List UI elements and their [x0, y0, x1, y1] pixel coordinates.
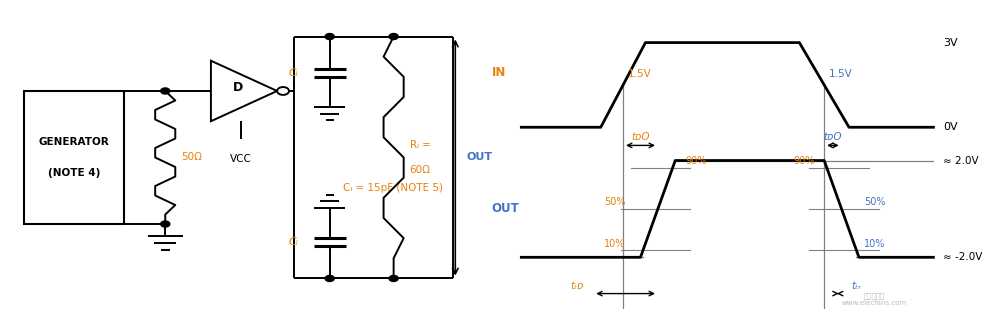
Text: 50%: 50%	[604, 198, 626, 207]
Circle shape	[325, 33, 335, 40]
Text: tᴅO: tᴅO	[823, 132, 842, 142]
Text: 10%: 10%	[604, 238, 626, 249]
Text: tₜᵣ: tₜᵣ	[851, 281, 861, 290]
Text: 60Ω: 60Ω	[410, 165, 431, 175]
Text: 50Ω: 50Ω	[182, 152, 203, 163]
Text: D: D	[233, 82, 243, 94]
Text: tᴅO: tᴅO	[632, 132, 649, 142]
Text: 50%: 50%	[864, 198, 886, 207]
Text: 電子發燒友
www.elecfans.com: 電子發燒友 www.elecfans.com	[841, 292, 907, 306]
Circle shape	[389, 275, 398, 282]
Text: 90%: 90%	[685, 156, 707, 166]
Text: (NOTE 4): (NOTE 4)	[48, 169, 100, 179]
Text: ≈ 2.0V: ≈ 2.0V	[943, 156, 979, 165]
Circle shape	[325, 275, 335, 282]
Text: Cₗ: Cₗ	[288, 237, 298, 247]
Text: 1.5V: 1.5V	[628, 69, 651, 79]
Text: Rₗ =: Rₗ =	[410, 140, 431, 150]
Text: IN: IN	[492, 66, 505, 79]
Text: VCC: VCC	[229, 154, 251, 164]
Text: OUT: OUT	[467, 152, 493, 163]
Text: ≈ -2.0V: ≈ -2.0V	[943, 252, 983, 262]
Text: GENERATOR: GENERATOR	[39, 136, 109, 146]
Text: 10%: 10%	[864, 238, 886, 249]
Circle shape	[161, 221, 170, 227]
Text: tₜᴅ: tₜᴅ	[570, 281, 584, 290]
Text: Cₗ: Cₗ	[288, 68, 298, 78]
Text: Cₗ = 15pF (NOTE 5): Cₗ = 15pF (NOTE 5)	[344, 183, 444, 193]
Text: 1.5V: 1.5V	[829, 69, 853, 79]
Circle shape	[389, 33, 398, 40]
Text: OUT: OUT	[492, 203, 519, 215]
Text: 0V: 0V	[943, 122, 958, 132]
Text: 3V: 3V	[943, 37, 958, 48]
Circle shape	[161, 88, 170, 94]
Text: 90%: 90%	[792, 156, 814, 166]
Bar	[24, 91, 124, 224]
